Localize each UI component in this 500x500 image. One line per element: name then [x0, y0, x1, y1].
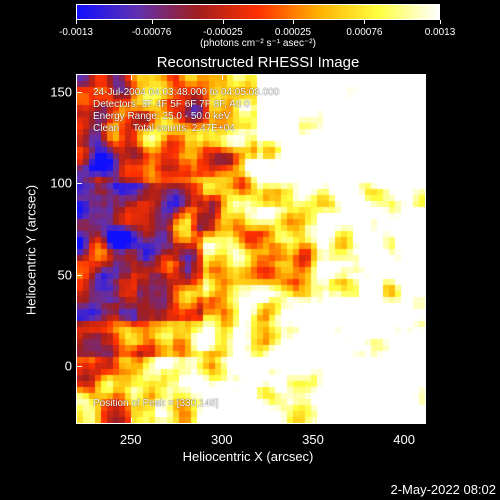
x-axis-tick: [221, 418, 223, 424]
y-tick-label: 50: [57, 267, 72, 283]
y-axis-tick: [420, 92, 426, 94]
x-axis-tick: [221, 74, 223, 80]
x-axis-tick: [130, 418, 132, 424]
y-axis-tick: [420, 274, 426, 276]
y-axis-tick: [420, 183, 426, 185]
colorbar-tick: [293, 20, 294, 24]
info-energy-range: Energy Range: 25.0 - 50.0 keV: [93, 111, 231, 122]
colorbar-tick: [440, 20, 441, 24]
info-detectors: Detectors: 3F 4F 5F 6F 7F 8F, Att 0: [93, 99, 250, 110]
colorbar-tick: [151, 20, 153, 24]
x-tick-label: 400: [393, 432, 415, 447]
x-axis-tick: [404, 74, 406, 80]
colorbar-tick-label: -0.00025: [203, 27, 243, 38]
x-tick-label: 350: [302, 432, 324, 447]
colorbar-tick: [76, 20, 77, 24]
y-axis-title: Heliocentric Y (arcsec): [23, 184, 39, 316]
colorbar-units: (photons cm⁻² s⁻¹ asec⁻²): [200, 38, 316, 49]
colorbar-tick: [223, 20, 224, 24]
y-tick-label: 0: [64, 358, 72, 374]
y-tick-label: 150: [50, 84, 72, 100]
footer-date: 2-May-2022 08:02: [390, 482, 496, 497]
y-axis-tick: [76, 92, 82, 94]
colorbar: [76, 4, 440, 20]
x-axis-tick: [312, 74, 314, 80]
info-clean-counts: Clean Total counts: 2.47E+04: [93, 123, 235, 134]
x-tick-label: 300: [210, 432, 233, 447]
x-axis-tick: [312, 418, 314, 424]
y-axis-tick: [420, 365, 426, 367]
colorbar-tick-label: 0.00025: [274, 27, 312, 38]
y-axis-tick: [76, 274, 82, 276]
colorbar-tick-label: -0.0013: [59, 27, 93, 38]
image-title: Reconstructed RHESSI Image: [156, 54, 360, 71]
colorbar-tick-label: -0.00076: [131, 27, 172, 38]
x-tick-label: 250: [119, 432, 142, 447]
colorbar-tick-label: 0.00076: [346, 27, 383, 38]
y-axis-tick: [76, 183, 82, 185]
x-axis-tick: [404, 418, 406, 424]
colorbar-tick-label: 0.0013: [424, 27, 456, 38]
info-peak-position: Position of Peak = [330,148]: [93, 398, 219, 409]
info-time-range: 24-Jul-2004 04:03:48.000 to 04:05:08.000: [93, 87, 280, 98]
image-plot: [76, 74, 426, 424]
y-axis-tick: [76, 365, 82, 367]
x-axis-title: Heliocentric X (arcsec): [182, 449, 314, 464]
heatmap-canvas: [77, 75, 425, 423]
colorbar-tick: [364, 20, 366, 24]
x-axis-tick: [130, 74, 132, 80]
y-tick-label: 100: [50, 175, 72, 191]
